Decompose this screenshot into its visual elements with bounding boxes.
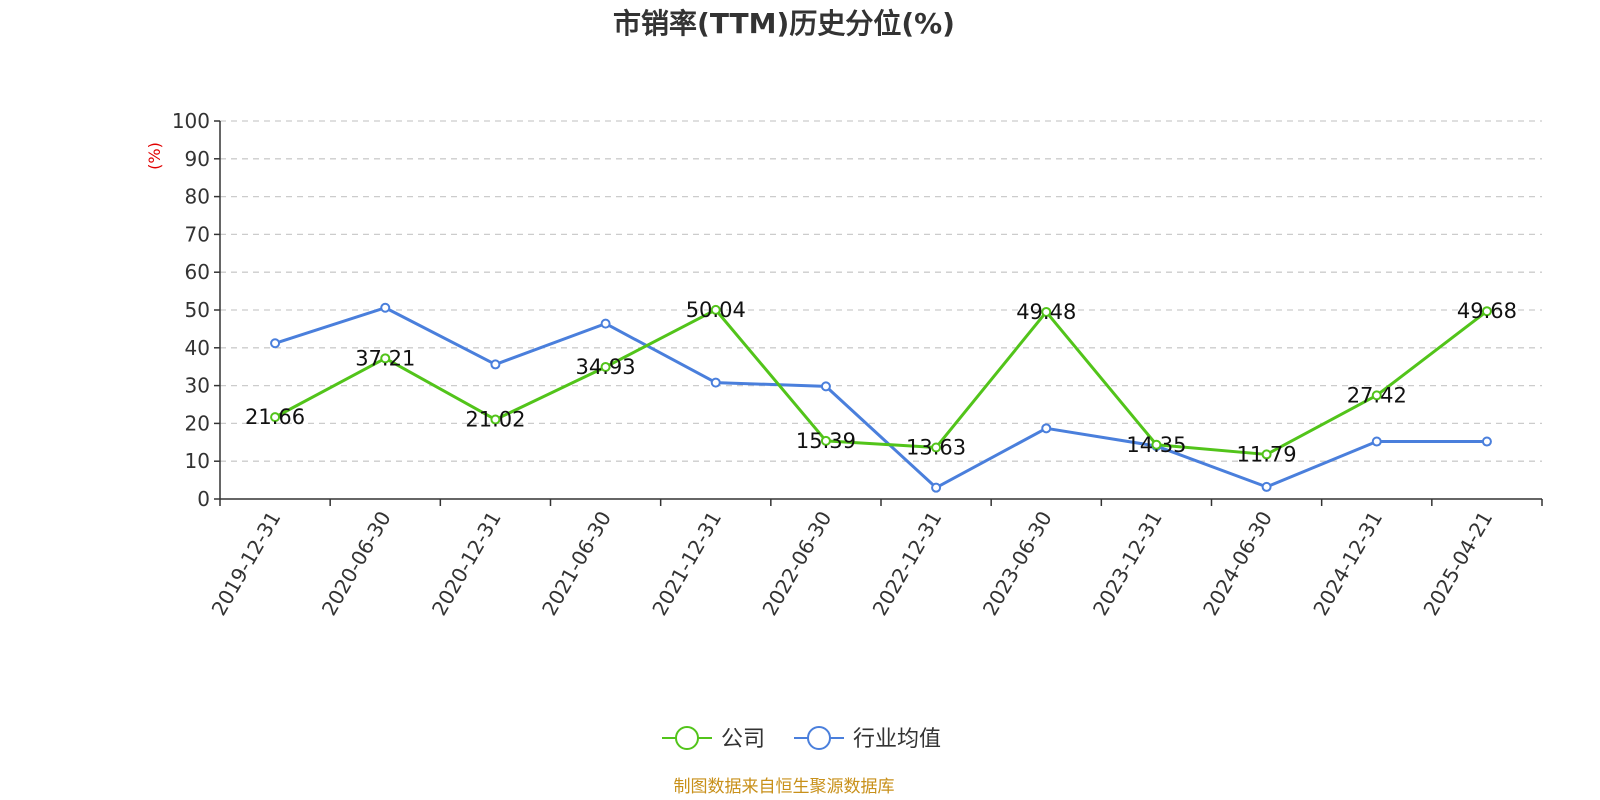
series-group xyxy=(270,302,1492,493)
data-label: 34.93 xyxy=(576,355,636,379)
data-label: 50.04 xyxy=(686,298,746,322)
data-point xyxy=(1041,306,1052,317)
data-point xyxy=(1261,449,1272,460)
data-point xyxy=(490,359,501,370)
y-tick-label: 70 xyxy=(185,222,210,246)
data-point xyxy=(710,304,721,315)
x-tick-label: 2020-12-31 xyxy=(427,507,506,620)
legend-item[interactable]: 行业均值 xyxy=(794,726,941,752)
axes xyxy=(214,120,1543,506)
legend-item[interactable]: 公司 xyxy=(662,726,765,752)
data-label: 21.66 xyxy=(245,405,305,429)
y-tick-label: 20 xyxy=(185,411,210,435)
legend-label: 公司 xyxy=(721,727,765,752)
data-label: 11.79 xyxy=(1237,442,1297,466)
y-tick-label: 60 xyxy=(185,260,210,284)
y-tick-label: 100 xyxy=(172,109,210,133)
data-point xyxy=(380,353,391,364)
data-point xyxy=(820,435,831,446)
legend-marker xyxy=(675,726,699,750)
data-point xyxy=(380,302,391,313)
data-point xyxy=(600,318,611,329)
x-tick-label: 2025-04-21 xyxy=(1418,507,1497,620)
data-point xyxy=(600,361,611,372)
data-point xyxy=(270,412,281,423)
data-label: 15.39 xyxy=(796,429,856,453)
chart-title: 市销率(TTM)历史分位(%) xyxy=(613,7,955,40)
data-point xyxy=(1261,481,1272,492)
series-line xyxy=(274,308,1488,456)
data-labels: 21.66 37.21 21.02 34.93 50.04 15.39 13.63 49.48… xyxy=(245,298,1517,467)
y-tick-label: 90 xyxy=(185,147,210,171)
data-point xyxy=(1481,306,1492,317)
y-tick-label: 0 xyxy=(197,487,210,511)
x-tick-label: 2023-06-30 xyxy=(978,507,1057,620)
y-ticks: 0 10 20 30 40 50 60 70 80 90 100 xyxy=(172,109,210,511)
data-point xyxy=(931,442,942,453)
data-point xyxy=(270,338,281,349)
source-note: 制图数据来自恒生聚源数据库 xyxy=(674,777,895,797)
y-tick-label: 80 xyxy=(185,185,210,209)
data-point xyxy=(1481,436,1492,447)
data-point xyxy=(1151,439,1162,450)
grid-lines xyxy=(220,120,1542,462)
data-label: 14.35 xyxy=(1126,433,1186,457)
y-axis-label: (%) xyxy=(145,142,164,170)
x-tick-label: 2022-12-31 xyxy=(868,507,947,620)
x-tick-label: 2019-12-31 xyxy=(207,507,286,620)
series-line xyxy=(274,306,1487,490)
x-tick-label: 2024-06-30 xyxy=(1198,507,1277,620)
legend-label: 行业均值 xyxy=(853,727,941,752)
x-tick-label: 2021-06-30 xyxy=(537,507,616,620)
data-label: 37.21 xyxy=(355,346,415,370)
data-point xyxy=(1041,423,1052,434)
y-tick-label: 40 xyxy=(185,336,210,360)
data-label: 27.42 xyxy=(1347,383,1407,407)
data-point xyxy=(710,377,721,388)
data-point xyxy=(490,414,501,425)
x-tick-label: 2021-12-31 xyxy=(647,507,726,620)
data-point xyxy=(1371,436,1382,447)
data-label: 21.02 xyxy=(465,408,525,432)
x-tick-label: 2024-12-31 xyxy=(1308,507,1387,620)
data-point xyxy=(820,381,831,392)
data-label: 49.48 xyxy=(1016,300,1076,324)
y-tick-label: 10 xyxy=(185,449,210,473)
x-ticks: 2019-12-31 2020-06-30 2020-12-31 2021-06-30… xyxy=(207,507,1498,620)
legend-marker xyxy=(807,726,831,750)
data-label: 49.68 xyxy=(1457,299,1517,323)
x-tick-label: 2023-12-31 xyxy=(1088,507,1167,620)
data-point xyxy=(1371,390,1382,401)
x-tick-label: 2022-06-30 xyxy=(757,507,836,620)
y-tick-label: 30 xyxy=(185,374,210,398)
legend[interactable]: 公司 行业均值 xyxy=(662,726,941,752)
x-tick-label: 2020-06-30 xyxy=(317,507,396,620)
y-tick-label: 50 xyxy=(185,298,210,322)
data-point xyxy=(931,482,942,493)
data-label: 13.63 xyxy=(906,435,966,459)
